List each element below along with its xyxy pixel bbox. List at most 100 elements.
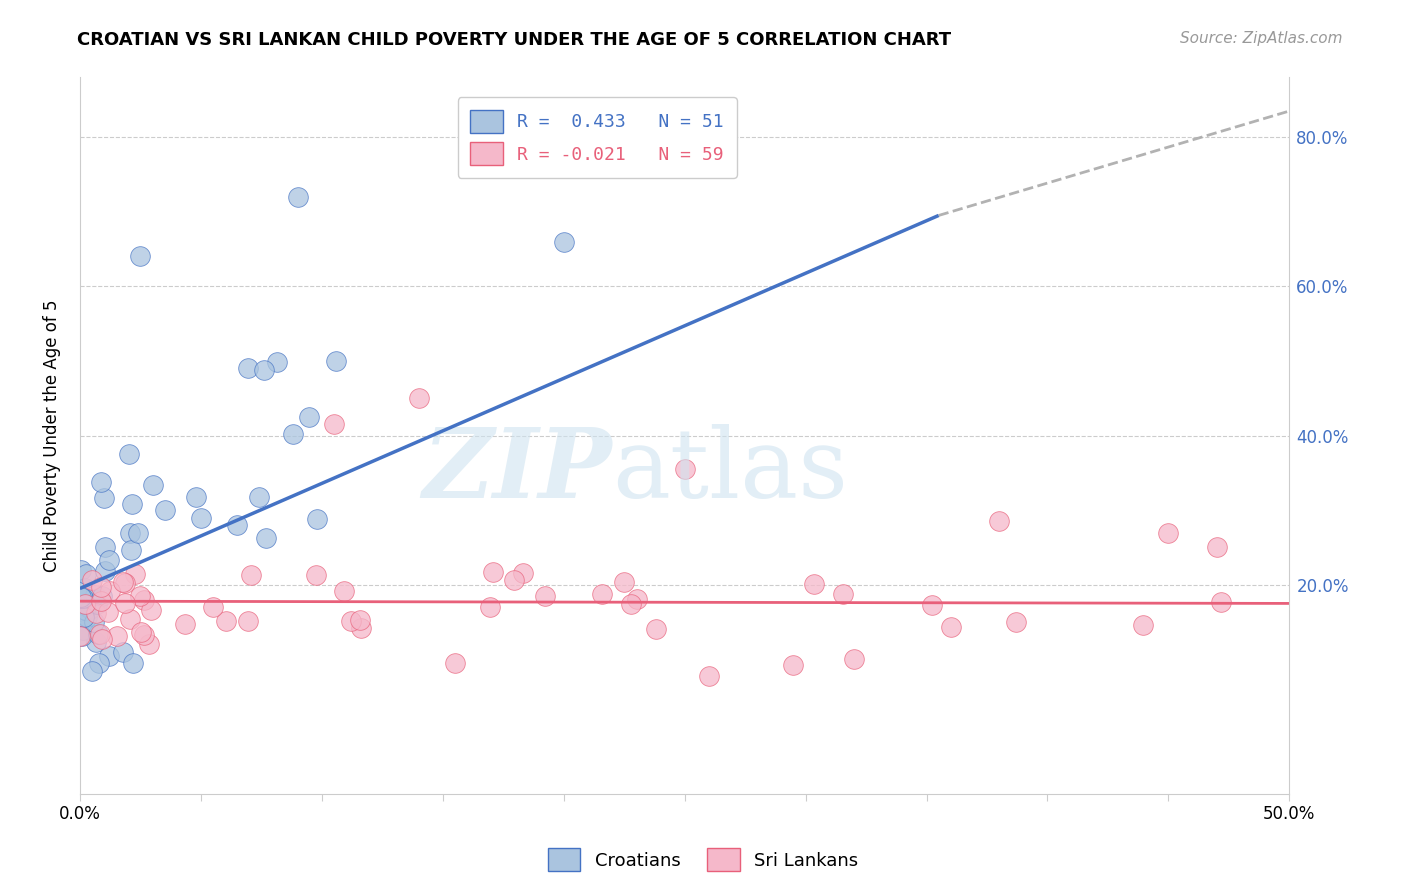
Point [94, 541, 117, 555]
Point [89, 627, 111, 641]
Point [620, 597, 643, 611]
Point [254, 531, 277, 545]
Text: Source: ZipAtlas.com: Source: ZipAtlas.com [1180, 31, 1343, 46]
Point [90, 593, 112, 607]
Point [139, 603, 162, 617]
Legend: R =  0.433   N = 51, R = -0.021   N = 59: R = 0.433 N = 51, R = -0.021 N = 59 [458, 97, 737, 178]
Point [84, 588, 107, 602]
Point [512, 566, 534, 580]
Point [349, 613, 371, 627]
Point [349, 621, 371, 635]
Point [132, 593, 155, 607]
Text: atlas: atlas [612, 425, 848, 518]
Point [69, 590, 91, 604]
Point [111, 575, 134, 590]
Point [803, 577, 825, 591]
Point [340, 614, 363, 628]
Point [86, 598, 108, 612]
Point [298, 409, 321, 424]
Point [80, 573, 103, 587]
Point [118, 612, 141, 626]
Point [86, 627, 108, 641]
Point [236, 614, 259, 628]
Point [325, 354, 347, 368]
Point [443, 656, 465, 670]
Point [782, 658, 804, 673]
Point [69, 629, 91, 643]
Point [90, 580, 112, 594]
Point [322, 417, 344, 432]
Y-axis label: Child Poverty Under the Age of 5: Child Poverty Under the Age of 5 [44, 300, 60, 572]
Point [83, 615, 105, 629]
Point [238, 360, 260, 375]
Point [673, 462, 696, 476]
Point [94, 564, 117, 578]
Point [626, 592, 648, 607]
Point [121, 497, 143, 511]
Point [84, 634, 107, 648]
Point [153, 503, 176, 517]
Point [842, 652, 865, 666]
Point [253, 363, 276, 377]
Point [644, 622, 666, 636]
Point [114, 596, 136, 610]
Point [93, 491, 115, 505]
Point [1157, 525, 1180, 540]
Point [202, 599, 225, 614]
Point [107, 629, 129, 643]
Point [226, 518, 249, 533]
Point [283, 426, 305, 441]
Point [75, 566, 97, 581]
Point [75, 581, 97, 595]
Text: ZIP: ZIP [422, 425, 612, 518]
Point [122, 656, 145, 670]
Point [184, 490, 207, 504]
Point [307, 512, 329, 526]
Point [72, 623, 94, 637]
Point [215, 615, 238, 629]
Point [1209, 595, 1232, 609]
Point [124, 567, 146, 582]
Point [112, 645, 135, 659]
Point [73, 597, 96, 611]
Point [84, 606, 107, 620]
Point [478, 599, 501, 614]
Point [70, 563, 93, 577]
Point [174, 616, 197, 631]
Point [831, 586, 853, 600]
Point [120, 526, 142, 541]
Point [941, 620, 963, 634]
Point [138, 637, 160, 651]
Point [73, 597, 96, 611]
Point [127, 526, 149, 541]
Point [120, 543, 142, 558]
Point [534, 589, 557, 603]
Point [97, 606, 120, 620]
Point [80, 664, 103, 678]
Point [79, 602, 101, 616]
Point [190, 510, 212, 524]
Point [1132, 618, 1154, 632]
Point [408, 391, 430, 405]
Point [90, 589, 112, 603]
Point [90, 475, 112, 489]
Point [482, 565, 505, 579]
Point [553, 235, 575, 249]
Point [591, 587, 613, 601]
Point [240, 568, 263, 582]
Point [97, 648, 120, 663]
Point [90, 632, 112, 646]
Point [73, 603, 96, 617]
Point [73, 610, 96, 624]
Point [613, 575, 636, 590]
Point [70, 629, 93, 643]
Legend: Croatians, Sri Lankans: Croatians, Sri Lankans [540, 841, 866, 879]
Point [1205, 541, 1227, 555]
Point [266, 355, 288, 369]
Point [1004, 615, 1026, 629]
Point [98, 583, 121, 598]
Point [128, 589, 150, 603]
Point [98, 552, 121, 566]
Point [89, 656, 111, 670]
Point [129, 250, 152, 264]
